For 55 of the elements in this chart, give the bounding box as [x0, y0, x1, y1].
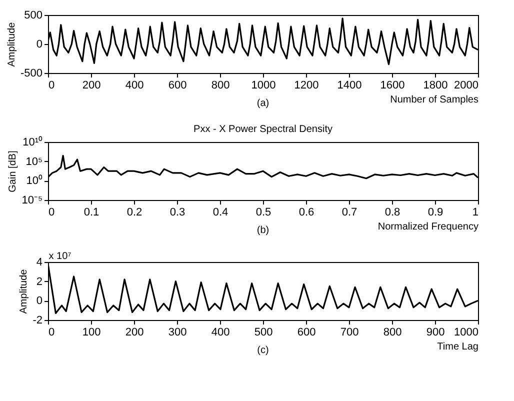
y-tick-label: 10⁰	[26, 174, 42, 188]
x-tick-label: 0	[48, 206, 55, 218]
y-tick-label: -2	[32, 314, 42, 326]
x-tick-label: 200	[125, 326, 144, 338]
x-tick-label: 900	[426, 326, 445, 338]
x-tick-label: 1000	[454, 326, 478, 338]
y-tick-label: 2	[36, 276, 42, 288]
x-tick-label: 800	[383, 326, 402, 338]
y-axis-title: Amplitude	[18, 268, 30, 314]
x-tick-label: 0.7	[342, 206, 358, 218]
x-tick-label: 1600	[380, 80, 405, 92]
y-tick-label: 10¹⁰	[22, 136, 42, 148]
x-tick-label: 0.9	[428, 206, 444, 218]
y-tick-label: 0	[36, 295, 42, 308]
y-tick-label: 10⁵	[26, 156, 42, 168]
x-tick-label: 1400	[337, 80, 362, 92]
y-tick-label: 0	[36, 38, 42, 50]
y-tick-label: 10⁻⁵	[22, 194, 42, 206]
x-tick-label: 1800	[423, 80, 448, 92]
x-tick-label: 0.4	[212, 206, 228, 218]
x-tick-label: 700	[340, 326, 359, 338]
y-tick-label: -500	[20, 68, 42, 80]
x-tick-label: 2000	[454, 80, 478, 92]
x-tick-label: 400	[125, 80, 144, 92]
x-axis-title: Normalized Frequency	[378, 222, 478, 232]
y-tick-label: 4	[36, 256, 42, 268]
x-axis-title: Time Lag	[437, 342, 478, 352]
x-tick-label: 1200	[294, 80, 319, 92]
x-tick-label: 800	[211, 80, 230, 92]
x-tick-label: 200	[82, 80, 101, 92]
text: (b)	[256, 225, 270, 236]
x-tick-label: 0.6	[298, 206, 314, 218]
x-tick-label: 100	[82, 326, 101, 338]
x-tick-label: 500	[254, 326, 273, 338]
y-axis-title: Gain [dB]	[8, 150, 19, 192]
x-tick-label: 0.8	[384, 206, 400, 218]
x-tick-label: 0	[48, 80, 55, 92]
x-tick-label: 600	[168, 80, 187, 92]
chart-title: Pxx - X Power Spectral Density	[194, 124, 332, 135]
x-tick-label: 0.2	[126, 206, 142, 218]
text: (a)	[256, 98, 270, 109]
x-tick-label: 600	[297, 326, 316, 338]
y-tick-label: 500	[24, 10, 42, 22]
x-tick-label: 0	[48, 326, 55, 338]
x-tick-label: 1	[472, 206, 478, 218]
text: (c)	[257, 345, 269, 356]
x-axis-title: Number of Samples	[390, 94, 478, 106]
y-axis-title: Amplitude	[6, 22, 18, 67]
x-tick-label: 300	[168, 326, 187, 338]
x-tick-label: 1000	[251, 80, 276, 92]
x-tick-label: 0.3	[170, 206, 186, 218]
x-tick-label: 400	[211, 326, 230, 338]
x-tick-label: 0.5	[256, 206, 272, 218]
text: x 10⁷	[48, 251, 72, 262]
x-tick-label: 0.1	[84, 206, 100, 218]
